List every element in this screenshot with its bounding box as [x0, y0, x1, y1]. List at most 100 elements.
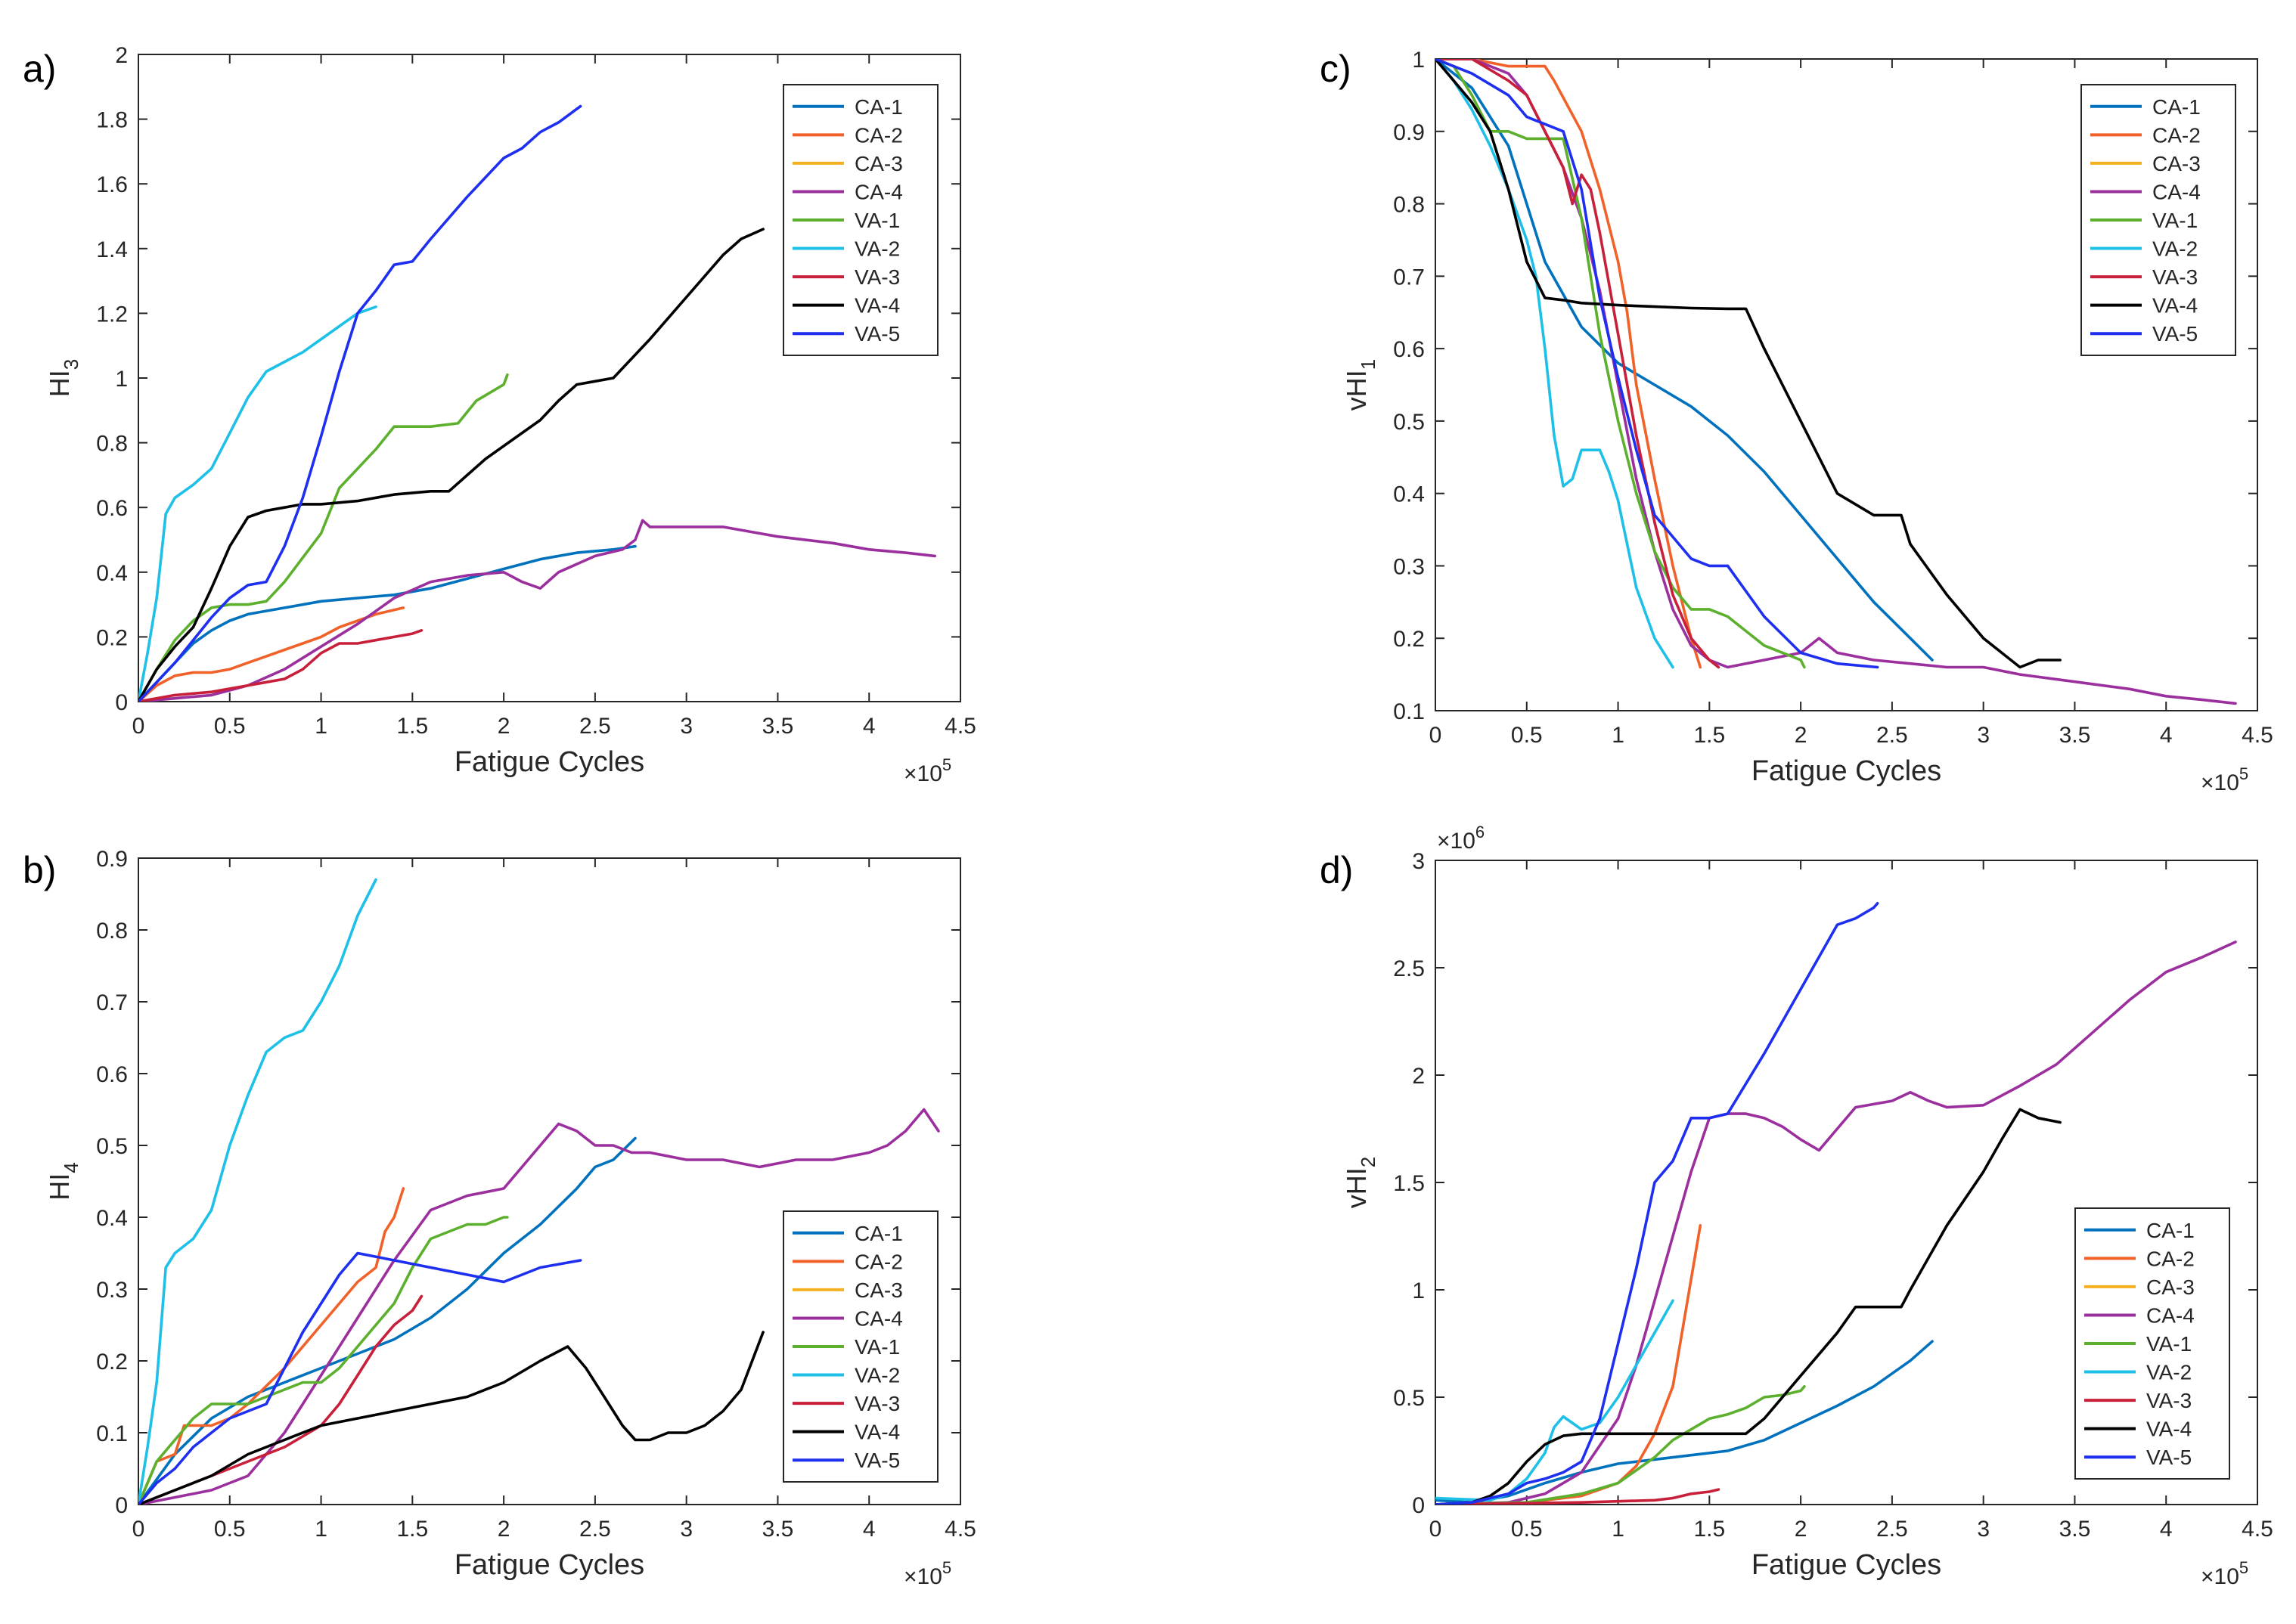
- legend-label: CA-4: [855, 180, 903, 203]
- y-axis-label: HI3: [44, 359, 82, 397]
- legend-label: VA-2: [855, 1364, 900, 1387]
- x-exponent: ×105: [904, 755, 951, 786]
- x-exponent-base: ×10: [904, 1564, 942, 1589]
- chart-panel-3: c) 0 0.5 1 1.5 2 2.5 3 3.5 4 4.5 0.1 0.2 0.3 0.4 0.5 0.6…: [1320, 48, 2273, 795]
- x-axis-label: Fatigue Cycles: [455, 746, 644, 778]
- legend-label: CA-2: [2152, 123, 2201, 147]
- y-axis-label-main: vHI: [1341, 1167, 1372, 1208]
- legend-label: CA-2: [2146, 1247, 2195, 1270]
- series-line-va-3: [138, 1294, 424, 1505]
- series-line-va-1: [138, 1216, 509, 1505]
- x-tick-label: 3.5: [762, 1517, 794, 1542]
- legend-label: VA-4: [2146, 1418, 2192, 1441]
- x-tick-label: 0: [132, 1517, 145, 1542]
- x-tick-label: 1.5: [1693, 1517, 1725, 1542]
- y-exponent: ×106: [1437, 823, 1485, 854]
- series-line-ca-1: [138, 1136, 637, 1505]
- series-line-va-5: [1435, 59, 1879, 669]
- plot-area-frame: [1435, 58, 2258, 711]
- series-line-ca-1: [1435, 59, 1934, 662]
- y-tick-label: 0.3: [1393, 554, 1425, 579]
- x-exponent-base: ×10: [2201, 770, 2239, 795]
- x-tick-label: 2: [1795, 1517, 1807, 1542]
- legend-label: VA-4: [855, 1421, 900, 1444]
- y-tick-label: 0.6: [1393, 337, 1425, 362]
- x-tick-label: 4.5: [2242, 723, 2273, 748]
- x-tick-label: 3.5: [2059, 723, 2091, 748]
- y-tick-label: 0.7: [1393, 265, 1425, 290]
- series-line-va-1: [1435, 59, 1806, 669]
- y-axis-label: vHI2: [1341, 1157, 1379, 1208]
- series-line-va-5: [1435, 902, 1879, 1505]
- y-tick-label: 2.5: [1393, 956, 1425, 981]
- legend: CA-1 CA-2 CA-3 CA-4 VA-1 VA-2 VA-3 VA-4 VA-5: [783, 1210, 939, 1483]
- y-axis-label-main: vHI: [1341, 370, 1372, 411]
- series-line-ca-1: [138, 544, 637, 702]
- y-tick-label: 1.8: [96, 108, 128, 133]
- x-exponent-base: ×10: [904, 761, 942, 786]
- legend-label: VA-3: [855, 265, 900, 289]
- x-tick-label: 2: [1795, 723, 1807, 748]
- y-tick-label: 1.2: [96, 302, 128, 327]
- series-line-ca-2: [138, 606, 405, 702]
- y-tick-label: 0.2: [1393, 627, 1425, 652]
- y-tick-label: 0.1: [96, 1421, 128, 1446]
- y-tick-label: 0.6: [96, 496, 128, 521]
- series-line-ca-2: [1435, 1224, 1702, 1505]
- series-line-va-3: [1435, 1488, 1720, 1505]
- legend: CA-1 CA-2 CA-3 CA-4 VA-1 VA-2 VA-3 VA-4 VA-5: [2074, 1207, 2230, 1480]
- x-axis-label: Fatigue Cycles: [1751, 1549, 1941, 1581]
- y-tick-label: 1.4: [96, 237, 128, 262]
- x-exponent: ×105: [2201, 764, 2248, 795]
- x-tick-label: 3: [1977, 723, 1990, 748]
- y-axis-label-sub: 3: [60, 359, 82, 370]
- legend-label: VA-5: [855, 322, 900, 346]
- y-tick-label: 0.9: [1393, 120, 1425, 145]
- legend-label: VA-1: [855, 1335, 900, 1359]
- legend-label: CA-3: [2146, 1275, 2195, 1299]
- series-line-va-5: [138, 104, 582, 702]
- legend-label: CA-4: [855, 1306, 903, 1330]
- series-group: [138, 878, 940, 1505]
- series-line-va-4: [1435, 59, 2062, 669]
- series-line-ca-4: [1435, 941, 2237, 1505]
- x-exponent-power: 5: [942, 755, 951, 774]
- plot-area-frame: [138, 857, 961, 1505]
- series-line-va-3: [1435, 59, 1720, 669]
- y-tick-label: 1: [115, 367, 128, 392]
- legend-label: CA-4: [2146, 1303, 2195, 1327]
- y-tick-label: 0.2: [96, 625, 128, 650]
- x-tick-label: 4: [2160, 1517, 2173, 1542]
- series-line-va-2: [138, 305, 377, 702]
- x-tick-label: 2.5: [579, 714, 611, 739]
- x-exponent: ×105: [904, 1558, 951, 1589]
- y-axis-label: vHI1: [1341, 359, 1379, 411]
- y-tick-label: 0.5: [1393, 1386, 1425, 1411]
- y-tick-label: 0.9: [96, 847, 128, 872]
- x-tick-label: 4: [2160, 723, 2173, 748]
- x-tick-label: 4.5: [2242, 1517, 2273, 1542]
- legend-label: VA-4: [855, 294, 900, 318]
- x-tick-label: 0.5: [1511, 723, 1543, 748]
- x-tick-label: 0.5: [214, 714, 246, 739]
- y-tick-label: 0.5: [96, 1134, 128, 1159]
- y-tick-label: 0.2: [96, 1350, 128, 1375]
- y-tick-label: 3: [1412, 849, 1425, 874]
- x-tick-label: 0: [1429, 723, 1442, 748]
- y-axis-label-main: HI: [44, 1173, 75, 1201]
- x-tick-label: 4: [863, 714, 876, 739]
- series-line-va-1: [1435, 1385, 1806, 1505]
- legend-label: VA-1: [2152, 209, 2198, 232]
- y-tick-label: 0.8: [96, 919, 128, 944]
- y-tick-label: 1.5: [1393, 1171, 1425, 1196]
- series-line-va-2: [138, 878, 377, 1505]
- y-tick-label: 0: [115, 690, 128, 715]
- panel-label: c): [1320, 48, 1351, 90]
- x-exponent: ×105: [2201, 1558, 2248, 1589]
- y-axis-label-sub: 4: [60, 1162, 82, 1173]
- x-tick-label: 4.5: [945, 714, 976, 739]
- legend-label: VA-1: [855, 209, 900, 232]
- x-tick-label: 2.5: [1876, 723, 1908, 748]
- y-axis-label-sub: 1: [1357, 359, 1379, 370]
